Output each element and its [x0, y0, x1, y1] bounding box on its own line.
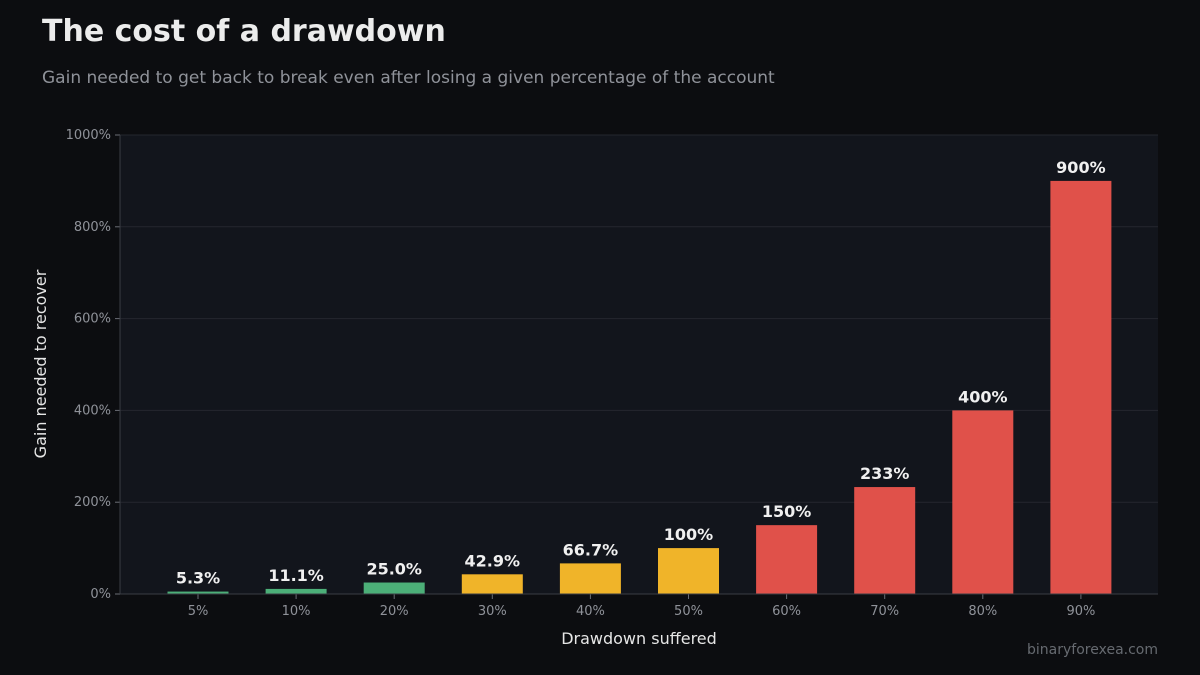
- bar-40pct: [559, 563, 621, 594]
- y-tick-label: 800%: [74, 220, 111, 235]
- x-axis-label: Drawdown suffered: [561, 629, 717, 648]
- chart-title: The cost of a drawdown: [42, 14, 446, 49]
- data-label: 5.3%: [176, 569, 220, 588]
- x-tick-label: 5%: [188, 604, 209, 619]
- bars: 5.3% 11.1% 25.0% 42.9% 66.7% 100% 150% 233% 400%…: [167, 158, 1112, 594]
- x-tick-label: 70%: [870, 604, 899, 619]
- bar-30pct: [461, 574, 523, 594]
- x-tick-label: 50%: [674, 604, 703, 619]
- x-tick-label: 40%: [576, 604, 605, 619]
- y-tick-label: 1000%: [66, 128, 111, 143]
- data-label: 150%: [762, 502, 811, 521]
- y-tick-labels: 0% 200% 400% 600% 800% 1000%: [66, 128, 120, 602]
- y-tick-label: 600%: [74, 312, 111, 327]
- x-tick-label: 90%: [1066, 604, 1095, 619]
- x-tick-label: 20%: [380, 604, 409, 619]
- source-credit: binaryforexea.com: [1027, 642, 1158, 658]
- bar-20pct: [363, 582, 425, 594]
- bar-10pct: [265, 588, 327, 594]
- x-tick-labels: 5% 10% 20% 30% 40% 50% 60% 70% 80% 90%: [188, 594, 1095, 619]
- bar-80pct: [952, 410, 1014, 594]
- bar-90pct: [1050, 180, 1112, 594]
- data-label: 400%: [958, 387, 1007, 406]
- data-label: 100%: [664, 525, 713, 544]
- x-tick-label: 60%: [772, 604, 801, 619]
- data-label: 900%: [1056, 158, 1105, 177]
- bar-5pct: [167, 591, 229, 594]
- x-tick-label: 30%: [478, 604, 507, 619]
- chart-subtitle: Gain needed to get back to break even af…: [42, 68, 775, 88]
- data-label: 233%: [860, 464, 909, 483]
- y-tick-label: 200%: [74, 495, 111, 510]
- bar-60pct: [756, 525, 818, 594]
- data-label: 25.0%: [366, 560, 422, 579]
- y-tick-label: 400%: [74, 403, 111, 418]
- bar-50pct: [658, 548, 719, 594]
- data-label: 11.1%: [268, 566, 324, 585]
- y-tick-label: 0%: [90, 587, 111, 602]
- bar-70pct: [854, 487, 916, 594]
- x-tick-label: 80%: [968, 604, 997, 619]
- data-label: 66.7%: [563, 540, 619, 559]
- x-tick-label: 10%: [282, 604, 311, 619]
- data-label: 42.9%: [465, 551, 521, 570]
- y-axis-label: Gain needed to recover: [31, 269, 50, 458]
